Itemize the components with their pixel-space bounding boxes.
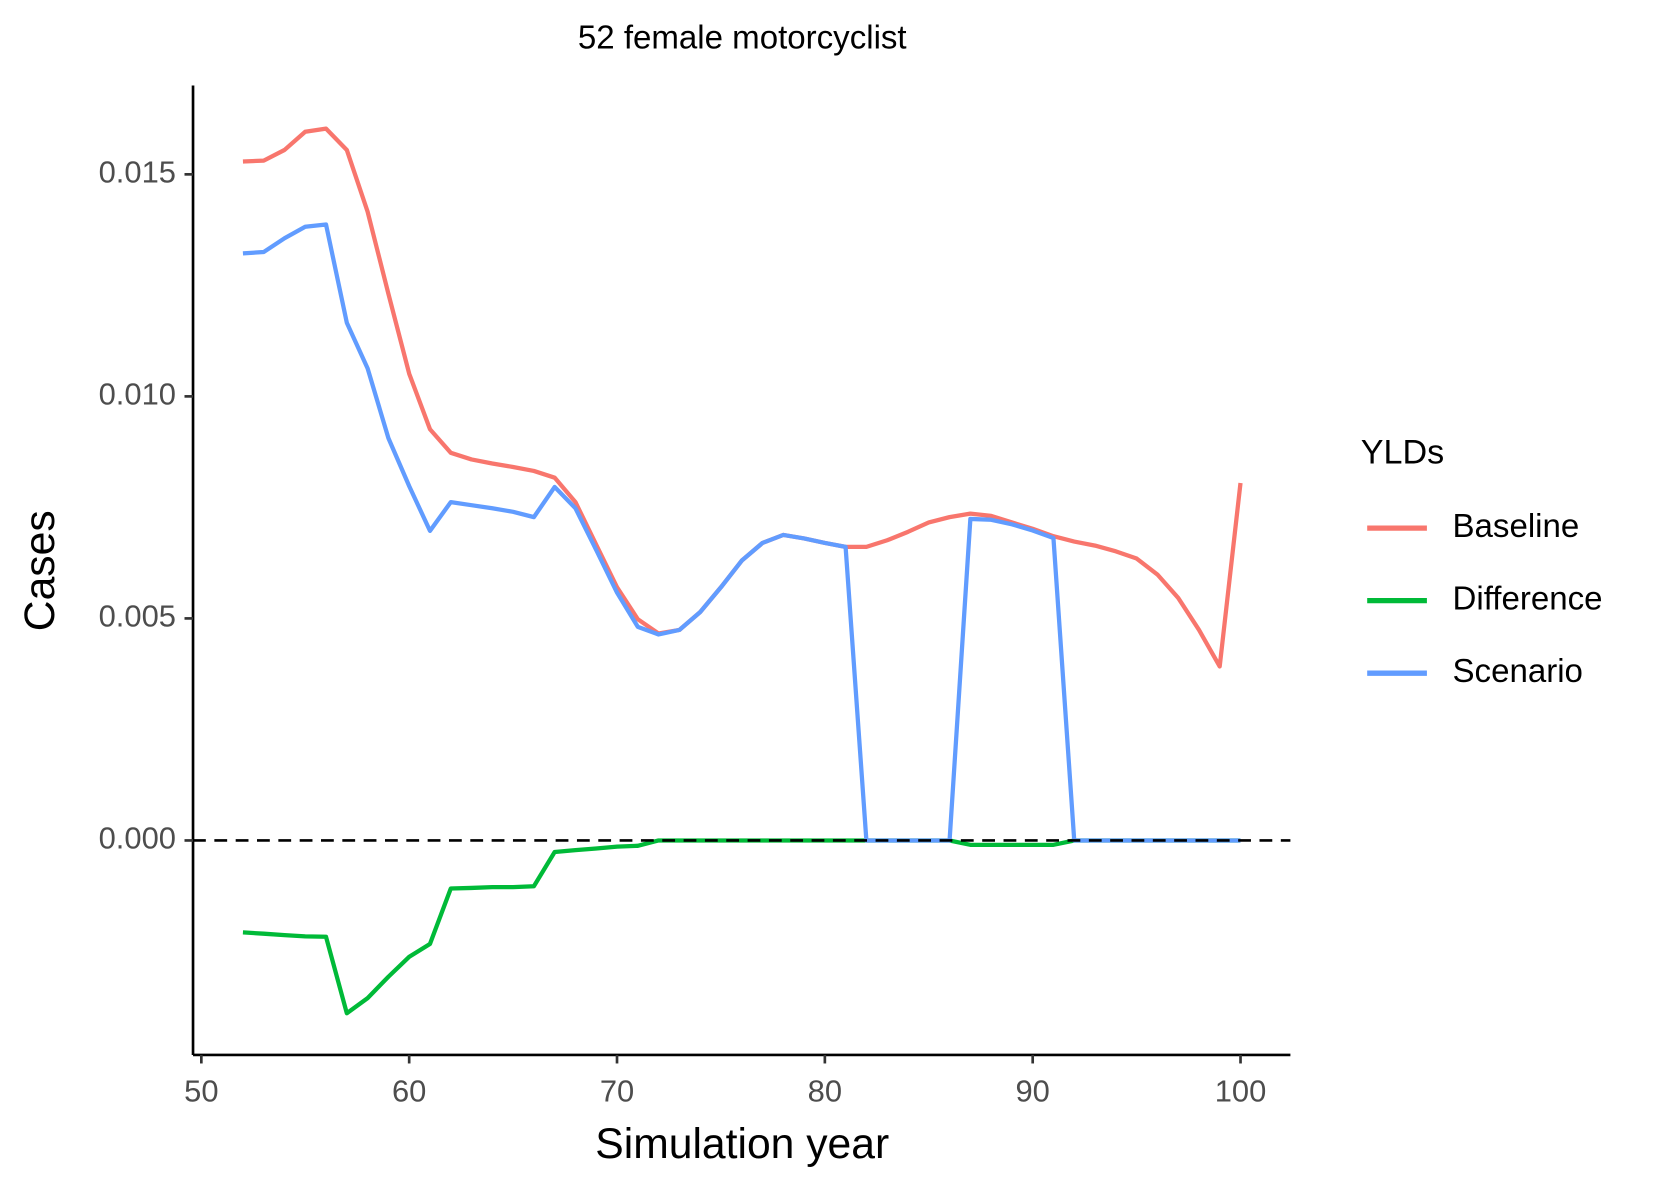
legend-label: Scenario — [1453, 653, 1583, 690]
legend-title: YLDs — [1361, 434, 1444, 472]
x-tick-label: 80 — [808, 1074, 842, 1109]
y-tick-label: 0.005 — [99, 599, 176, 634]
series-line — [242, 838, 1241, 1016]
x-axis-label: Simulation year — [595, 1120, 889, 1168]
legend-label: Baseline — [1453, 508, 1580, 545]
y-tick-label: 0.015 — [99, 155, 176, 190]
series-line — [242, 126, 1243, 669]
y-axis-label: Cases — [16, 510, 64, 631]
y-tick-label: 0.010 — [99, 377, 176, 412]
x-tick-label: 50 — [184, 1074, 218, 1109]
y-tick-label: 0.000 — [99, 821, 176, 856]
x-tick-label: 70 — [600, 1074, 634, 1109]
x-tick-label: 90 — [1015, 1074, 1049, 1109]
legend-label: Difference — [1453, 580, 1603, 617]
chart-title: 52 female motorcyclist — [578, 19, 907, 56]
x-tick-label: 100 — [1215, 1074, 1267, 1109]
x-tick-label: 60 — [392, 1074, 426, 1109]
